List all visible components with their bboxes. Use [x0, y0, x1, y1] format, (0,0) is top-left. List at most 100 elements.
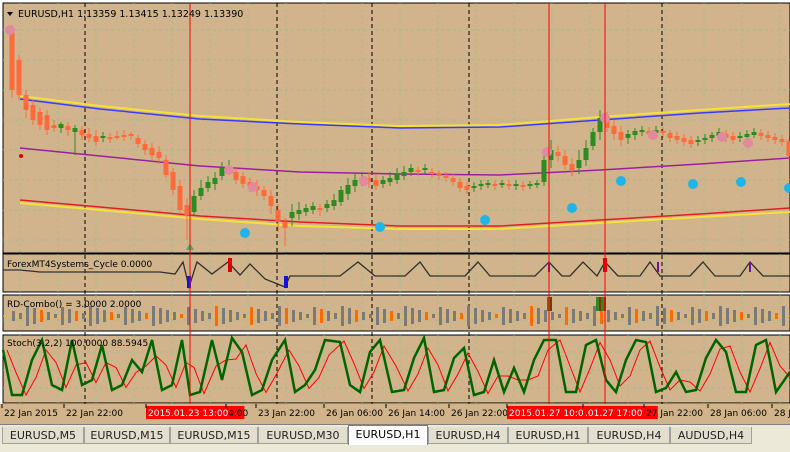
rd-bar	[138, 311, 141, 321]
chart-tab[interactable]: EURUSD,M15	[170, 427, 258, 444]
time-axis-label: 2015.01.27 10:00	[509, 409, 590, 419]
candle-body	[660, 131, 666, 133]
rd-bar	[166, 310, 169, 322]
rd-bar	[565, 307, 568, 325]
chart-tab[interactable]: AUDUSD,H4	[670, 427, 752, 444]
rd-bar	[453, 311, 456, 321]
candle-body	[142, 144, 148, 150]
rd-bar	[40, 310, 43, 322]
chart-tab[interactable]: EURUSD,M30	[258, 427, 348, 444]
candle-body	[163, 160, 169, 175]
candle-body	[450, 178, 456, 182]
candle-body	[534, 183, 540, 185]
rd-bar	[82, 313, 85, 319]
rd-bar	[33, 308, 36, 324]
chart-tab[interactable]: EURUSD,H1	[508, 427, 588, 444]
rd-bar	[12, 311, 15, 321]
chart-tab[interactable]: EURUSD,H1	[348, 425, 428, 445]
candle-body	[632, 131, 638, 135]
cycle-purple-tick	[657, 262, 659, 272]
candle-body	[709, 135, 715, 138]
rd-bar	[306, 314, 309, 318]
candle-body	[282, 222, 288, 228]
pink-signal-dot	[359, 176, 369, 186]
rd-bar	[516, 311, 519, 321]
candle-body	[177, 186, 183, 210]
candle-body	[422, 168, 428, 170]
period-separators	[84, 3, 663, 404]
rd-bar	[537, 308, 540, 324]
cyan-signal-dot	[688, 179, 698, 189]
rd-bar	[75, 311, 78, 321]
candle-body	[261, 190, 267, 196]
rd-bar	[761, 309, 764, 323]
candle-body	[569, 164, 575, 170]
rd-bar	[264, 311, 267, 321]
candle-body	[219, 168, 225, 176]
rd-bar	[621, 314, 624, 318]
rd-bar	[152, 306, 155, 326]
chart-tab[interactable]: EURUSD,H4	[428, 427, 508, 444]
chart-tab[interactable]: EURUSD,M5	[2, 427, 84, 444]
candle-body	[604, 118, 610, 128]
chart-tab[interactable]: EURUSD,H4	[588, 427, 670, 444]
rd-bar	[747, 314, 750, 318]
rd-bar	[432, 314, 435, 318]
rd-bar	[481, 310, 484, 322]
candle-body	[212, 178, 218, 184]
candle-body	[387, 178, 393, 182]
small-red-dot	[19, 154, 23, 158]
candle-body	[772, 137, 778, 140]
rd-bar	[376, 307, 379, 325]
chart-menu-arrow-icon[interactable]	[7, 12, 13, 16]
rd-bar	[124, 307, 127, 325]
candle-body	[93, 136, 99, 142]
candle-body	[681, 138, 687, 142]
rd-bar	[47, 312, 50, 320]
time-axis-label: 26 Jan 14:00	[388, 409, 445, 419]
middle-line	[19, 147, 790, 176]
cyan-signal-dot	[480, 215, 490, 225]
candle-body	[492, 184, 498, 186]
rd-bar	[642, 311, 645, 321]
candle-body	[506, 184, 512, 186]
rd-bar	[635, 309, 638, 323]
candle-body	[520, 185, 526, 187]
rd-bar	[159, 308, 162, 324]
rd-bar	[495, 314, 498, 318]
candle-body	[485, 183, 491, 185]
candle-body	[128, 134, 134, 136]
rd-green-bar	[596, 297, 599, 311]
rd-bar	[292, 310, 295, 322]
candle-body	[289, 212, 295, 218]
time-axis-highlight	[583, 406, 658, 419]
rd-bar	[670, 310, 673, 322]
candle-body	[37, 112, 43, 125]
cycle-red-bar	[228, 258, 232, 272]
candle-body	[443, 176, 449, 178]
cycle-purple-tick	[749, 262, 751, 272]
rd-bar	[523, 313, 526, 319]
rd-bar	[208, 313, 211, 319]
rd-bar	[411, 308, 414, 324]
rd-bar	[313, 307, 316, 325]
candle-body	[394, 174, 400, 180]
candle-body	[478, 184, 484, 186]
candle-body	[366, 178, 372, 182]
rd-bar	[425, 312, 428, 320]
candle-body	[541, 160, 547, 182]
rd-bar	[243, 314, 246, 318]
candle-body	[471, 186, 477, 188]
chart-tab[interactable]: EURUSD,M15	[84, 427, 170, 444]
candle-body	[51, 125, 57, 128]
rd-bar	[173, 312, 176, 320]
candle-body	[275, 210, 281, 222]
rd-bar	[229, 310, 232, 322]
candle-body	[464, 186, 470, 190]
rd-bar	[593, 306, 596, 326]
rd-bar	[250, 307, 253, 325]
rd-bar	[460, 313, 463, 319]
rd-bar	[383, 309, 386, 323]
rd-bar	[474, 308, 477, 324]
candle-body	[352, 180, 358, 186]
